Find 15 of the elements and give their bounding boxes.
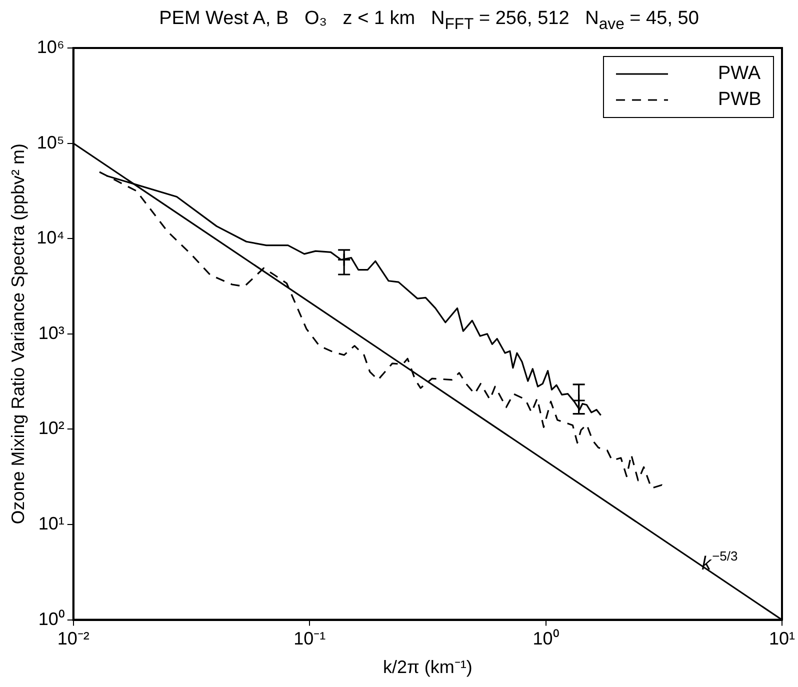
x-tick-label: 10¹ — [768, 628, 796, 649]
x-tick-label: 10⁰ — [532, 628, 559, 649]
chart-title: PEM West A, B O₃ z < 1 km N$_{FFT}$ = 256, 512 N$_{ave}$ = 45, 50 — [158, 8, 700, 34]
legend: PWA PWB — [602, 56, 774, 118]
x-tick-label: 10⁻² — [57, 628, 90, 649]
x-axis-title: k/2π (km⁻¹) — [382, 657, 472, 678]
y-tick-label: 10⁵ — [36, 132, 64, 152]
y-tick-label: 10² — [38, 418, 64, 438]
y-tick-label: 10⁰ — [38, 608, 64, 629]
y-tick-label: 10⁴ — [36, 228, 64, 248]
y-axis-title: Ozone Mixing Ratio Variance Spectra (ppbv² m) — [8, 143, 28, 524]
y-tick-label: 10³ — [38, 322, 64, 343]
x-tick-label: 10⁻¹ — [294, 628, 326, 649]
y-tick-label: 10¹ — [38, 513, 64, 534]
y-tick-label: 10⁶ — [36, 36, 64, 57]
